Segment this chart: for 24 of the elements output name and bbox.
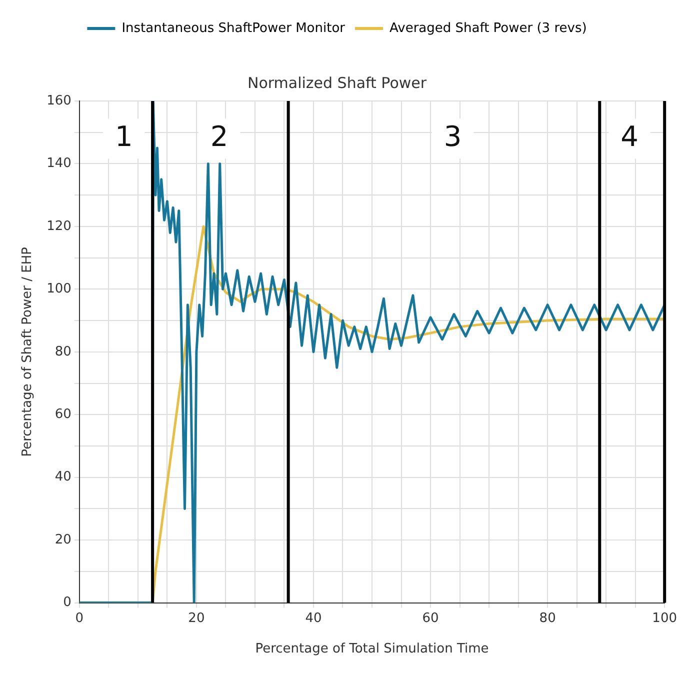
legend-label: Averaged Shaft Power (3 revs) [389, 20, 587, 36]
y-tick-label: 100 [46, 282, 72, 297]
y-axis-title: Percentage of Shaft Power / EHP [20, 246, 36, 457]
y-tick-label: 40 [54, 470, 72, 485]
y-tick-label: 160 [46, 93, 72, 108]
chart-title: Normalized Shaft Power [247, 74, 428, 92]
y-tick-label: 120 [46, 218, 72, 234]
annotation: 2 [210, 120, 228, 153]
y-tick-label: 60 [54, 407, 72, 422]
x-tick-label: 100 [652, 610, 678, 626]
x-tick-label: 20 [188, 610, 205, 626]
x-tick-label: 0 [75, 610, 84, 626]
x-tick-label: 40 [305, 610, 322, 626]
y-tick-label: 140 [46, 156, 72, 172]
x-tick-label: 80 [539, 610, 556, 626]
annotation: 3 [444, 120, 462, 153]
annotation: 4 [620, 120, 638, 153]
y-tick-label: 80 [54, 344, 72, 360]
annotation: 1 [114, 120, 133, 153]
y-tick-label: 20 [54, 532, 72, 548]
x-axis-title: Percentage of Total Simulation Time [255, 642, 489, 657]
legend-label: Instantaneous ShaftPower Monitor [122, 20, 346, 36]
y-tick-label: 0 [63, 595, 72, 610]
x-tick-label: 60 [422, 610, 439, 626]
